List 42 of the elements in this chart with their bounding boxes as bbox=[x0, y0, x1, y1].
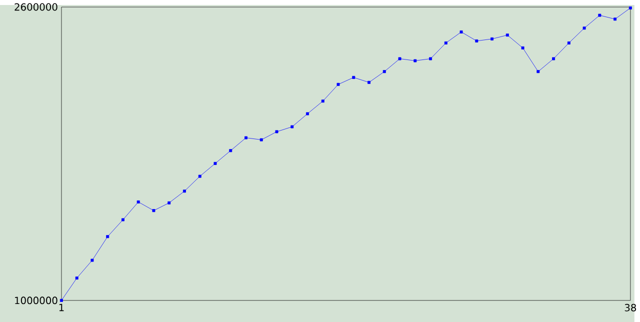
point bbox=[628, 6, 632, 10]
point bbox=[567, 41, 570, 44]
point bbox=[136, 200, 140, 204]
point bbox=[275, 130, 278, 134]
point bbox=[121, 218, 124, 222]
point bbox=[598, 14, 602, 17]
x-tick-label: 38 bbox=[624, 304, 636, 312]
y-tick-label: 2600000 bbox=[14, 3, 58, 11]
point bbox=[214, 162, 217, 165]
x-tick-label: 1 bbox=[59, 304, 64, 312]
point bbox=[398, 57, 402, 60]
point bbox=[229, 149, 232, 152]
point bbox=[106, 235, 110, 238]
point bbox=[614, 18, 617, 21]
point bbox=[414, 59, 417, 62]
point bbox=[460, 30, 463, 34]
point bbox=[75, 276, 78, 280]
point bbox=[506, 33, 509, 36]
point bbox=[168, 201, 171, 204]
point bbox=[582, 26, 586, 30]
point bbox=[336, 82, 340, 86]
point bbox=[306, 112, 309, 116]
point bbox=[152, 208, 156, 212]
point bbox=[182, 190, 186, 193]
point bbox=[552, 57, 556, 60]
point bbox=[260, 138, 263, 142]
point bbox=[90, 258, 94, 262]
point bbox=[382, 70, 386, 73]
point bbox=[198, 174, 202, 178]
point bbox=[290, 125, 294, 128]
point bbox=[352, 76, 356, 79]
point bbox=[475, 39, 478, 42]
point bbox=[521, 46, 524, 50]
point bbox=[444, 41, 448, 44]
point bbox=[244, 136, 248, 140]
point bbox=[536, 70, 540, 73]
point bbox=[490, 37, 494, 40]
point bbox=[321, 100, 324, 102]
y-tick-label: 1000000 bbox=[15, 296, 58, 304]
point bbox=[368, 80, 370, 84]
point bbox=[60, 298, 63, 302]
point bbox=[429, 57, 432, 60]
